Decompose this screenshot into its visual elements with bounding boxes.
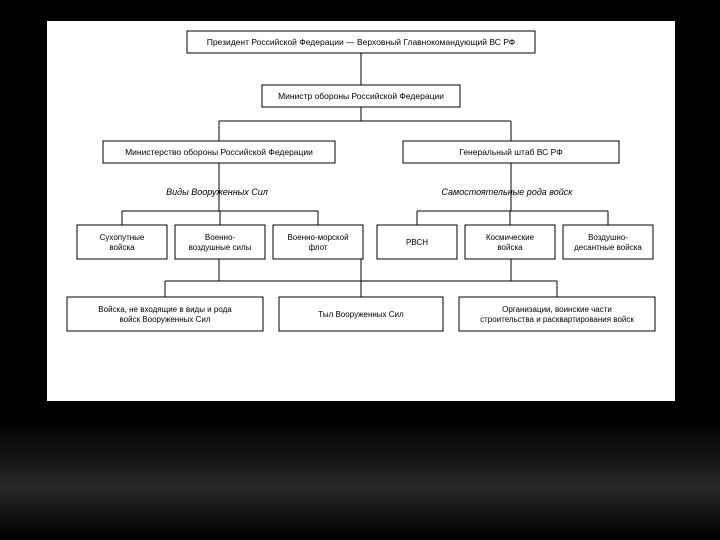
node-b2-line0: Космические xyxy=(486,233,535,242)
node-b3-line1: десантные войска xyxy=(574,243,642,252)
node-a2-line0: Военно- xyxy=(205,233,236,242)
node-c3-line1: строительства и расквартирования войск xyxy=(480,315,634,324)
node-a1-line0: Сухопутные xyxy=(100,233,145,242)
floor-gradient xyxy=(0,420,720,540)
node-n4-line0: Генеральный штаб ВС РФ xyxy=(459,147,562,157)
node-c1-line0: Войска, не входящие в виды и рода xyxy=(98,305,232,314)
node-b3-line0: Воздушно- xyxy=(588,233,628,242)
node-a3-line1: флот xyxy=(308,243,327,252)
node-a1-line1: войска xyxy=(109,243,135,252)
section-label-sub2: Самостоятельные рода войск xyxy=(441,187,573,197)
node-c3-line0: Организации, воинские части xyxy=(502,305,612,314)
diagram-sheet: Президент Российской Федерации — Верховн… xyxy=(46,20,676,402)
node-n3-line0: Министерство обороны Российской Федераци… xyxy=(125,147,313,157)
node-c2-line0: Тыл Вооруженных Сил xyxy=(318,310,404,319)
node-a2-line1: воздушные силы xyxy=(189,243,252,252)
node-c1-line1: войск Вооруженных Сил xyxy=(119,315,210,324)
node-n2-line0: Министр обороны Российской Федерации xyxy=(278,91,444,101)
node-b1-line0: РВСН xyxy=(406,238,428,247)
org-chart-svg: Президент Российской Федерации — Верховн… xyxy=(47,21,675,401)
node-n1-line0: Президент Российской Федерации — Верховн… xyxy=(207,37,516,47)
node-a3-line0: Военно-морской xyxy=(287,233,348,242)
section-label-sub1: Виды Вооруженных Сил xyxy=(166,187,268,197)
node-b2-line1: войска xyxy=(497,243,523,252)
